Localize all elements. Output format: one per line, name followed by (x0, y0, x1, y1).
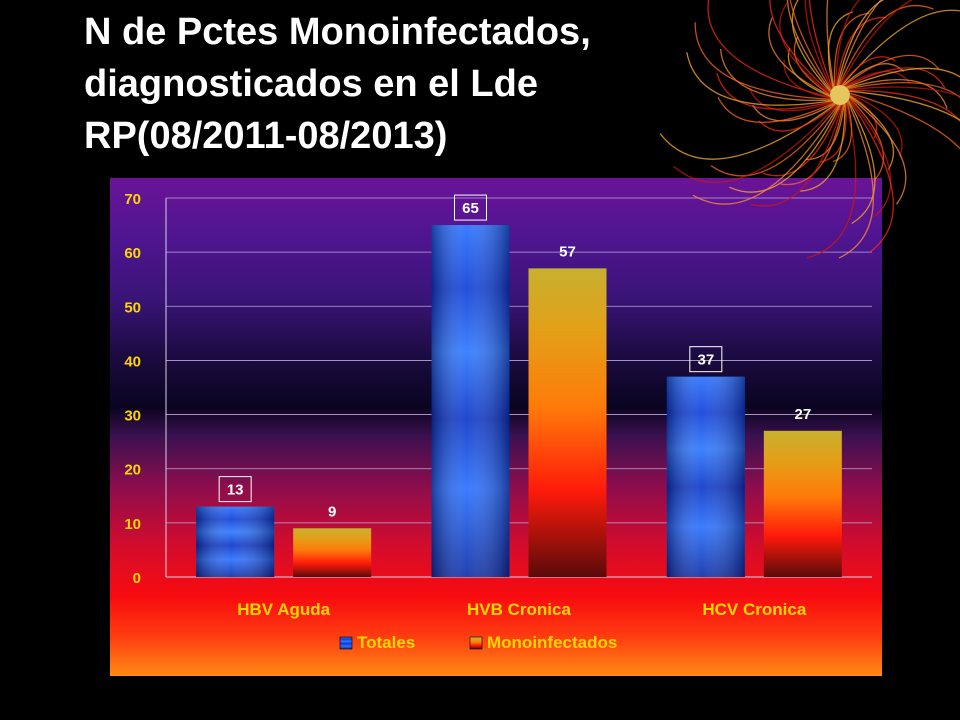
fireworks-stroke (804, 0, 833, 90)
y-tick-label: 20 (124, 462, 141, 479)
fireworks-stroke (843, 54, 940, 87)
fireworks-stroke (787, 0, 832, 92)
fireworks-stroke (838, 101, 874, 259)
y-tick-label: 70 (124, 191, 141, 208)
fireworks-stroke (800, 103, 846, 192)
fireworks-stroke (791, 0, 832, 93)
legend-swatch (469, 636, 483, 650)
fireworks-stroke (848, 98, 892, 217)
fireworks-stroke (686, 52, 832, 106)
fireworks-stroke (780, 104, 844, 186)
title-line-1: N de Pctes Monoinfectados, (84, 11, 591, 53)
data-label: 37 (697, 352, 714, 369)
fireworks-stroke (849, 97, 885, 181)
fireworks-stroke (807, 102, 857, 259)
title-line-3: RP(08/2011-08/2013) (84, 115, 448, 157)
fireworks-stroke (719, 48, 832, 102)
fireworks-stroke (716, 73, 833, 110)
bar-shading (431, 225, 510, 578)
fireworks-stroke (849, 90, 960, 122)
fireworks-stroke (692, 104, 840, 205)
fireworks-stroke (841, 9, 960, 86)
fireworks-stroke (762, 104, 842, 177)
data-label: 65 (462, 200, 479, 217)
bar-monoinfectados (528, 268, 607, 577)
data-label-box (689, 346, 723, 373)
fireworks-stroke (847, 82, 960, 99)
fireworks-stroke (752, 102, 836, 122)
fireworks-stroke (834, 0, 861, 87)
fireworks-stroke (837, 0, 882, 86)
data-label-box (218, 476, 252, 503)
fireworks-stroke (808, 0, 834, 89)
fireworks-stroke (769, 0, 831, 94)
fireworks-stroke (847, 100, 876, 225)
fireworks-stroke (849, 96, 907, 205)
fireworks-stroke (710, 104, 839, 177)
data-label: 9 (328, 503, 336, 520)
bar-chart: 0 10 20 30 40 50 60 70 13 9 HBV Aguda 65 57 HVB Croni… (124, 191, 872, 652)
legend-label: Monoinfectados (487, 633, 617, 652)
fireworks-stroke (750, 104, 843, 207)
fireworks-decoration-icon (659, 0, 960, 259)
data-label-box (454, 194, 487, 221)
fireworks-stroke (748, 87, 834, 112)
y-tick-label: 0 (133, 570, 141, 587)
fireworks-stroke (758, 103, 837, 132)
x-category-label: HCV Cronica (702, 600, 806, 619)
fireworks-stroke (729, 104, 841, 193)
fireworks-stroke (845, 67, 946, 89)
bar-monoinfectados (763, 430, 842, 577)
fireworks-stroke (779, 2, 831, 95)
data-label: 57 (559, 243, 576, 260)
bar-shading (666, 376, 745, 577)
fireworks-stroke (848, 99, 894, 253)
fireworks-stroke (846, 67, 960, 89)
x-category-label: HBV Aguda (237, 600, 330, 619)
fireworks-stroke (848, 89, 960, 123)
bar-shading (196, 506, 275, 577)
fireworks-stroke (707, 0, 831, 99)
fireworks-stroke (694, 22, 831, 100)
fireworks-stroke (849, 92, 960, 150)
fireworks-center (830, 85, 850, 105)
y-tick-label: 30 (124, 408, 141, 425)
fireworks-stroke (836, 0, 885, 86)
fireworks-stroke (849, 93, 903, 158)
data-label: 13 (227, 482, 244, 499)
fireworks-stroke (847, 79, 948, 109)
y-tick-label: 10 (124, 516, 141, 533)
fireworks-stroke (717, 96, 835, 123)
chart-panel: 0 10 20 30 40 50 60 70 13 9 HBV Aguda 65 57 HVB Croni… (110, 178, 882, 676)
y-tick-label: 40 (124, 353, 141, 370)
bar-monoinfectados (293, 528, 372, 577)
y-tick-label: 50 (124, 299, 141, 316)
fireworks-stroke (827, 11, 853, 88)
data-label: 27 (794, 406, 811, 423)
fireworks-stroke (848, 86, 960, 98)
x-category-label: HVB Cronica (467, 600, 571, 619)
fireworks-stroke (838, 4, 934, 86)
title-line-2: diagnosticados en el Lde (84, 63, 538, 105)
slide-title: N de Pctes Monoinfectados, diagnosticado… (84, 6, 944, 162)
y-tick-label: 60 (124, 245, 141, 262)
fireworks-stroke (768, 17, 831, 97)
fireworks-stroke (839, 0, 913, 86)
legend-label: Totales (357, 633, 415, 652)
legend-swatch (339, 636, 353, 650)
fireworks-stroke (789, 0, 832, 91)
fireworks-stroke (673, 104, 838, 184)
